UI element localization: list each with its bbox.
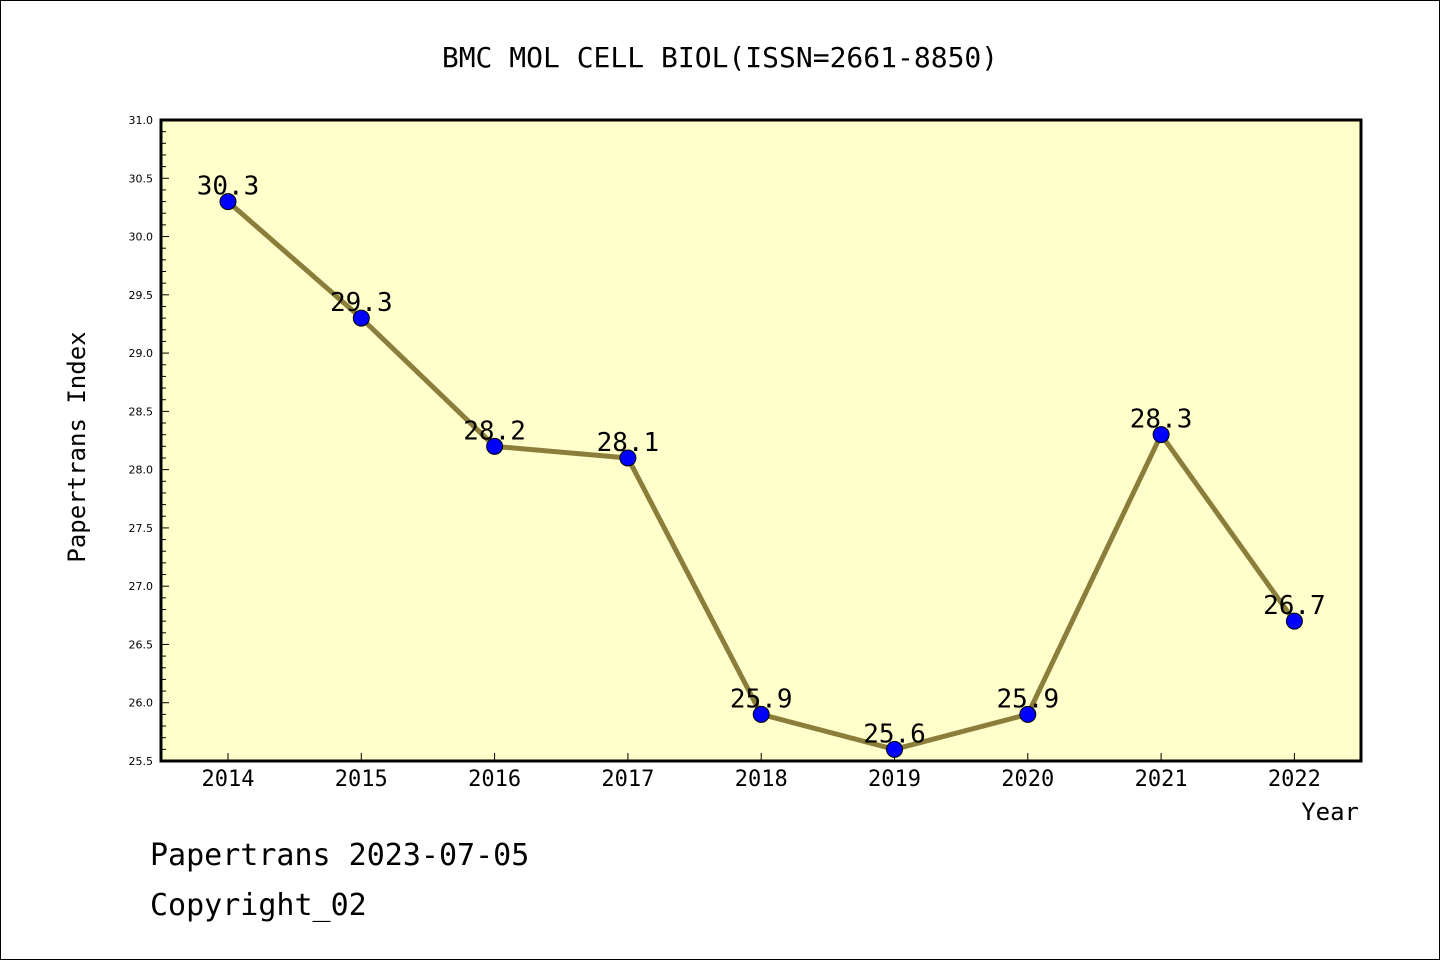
y-tick-label: 30.5 [129,172,154,185]
x-axis: 2014 2015 2016 2017 2018 2019 2020 2021 2022 [202,753,1321,792]
data-point [619,449,637,467]
y-tick-label: 28.0 [129,464,154,477]
y-tick-label: 25.5 [129,755,154,768]
x-tick-label: 2015 [335,767,388,792]
x-tick-label: 2017 [601,767,654,792]
y-axis: 25.5 26.0 26.5 27.0 27.5 28.0 28.5 29.0 29.5 30.0… [129,114,169,768]
data-point [1019,705,1037,723]
data-label: 25.9 [996,684,1059,714]
data-label: 28.2 [463,416,526,446]
x-tick-label: 2014 [202,767,255,792]
data-label: 26.7 [1263,591,1326,621]
y-axis-label: Papertrans Index [63,331,91,562]
y-tick-label: 27.0 [129,580,154,593]
data-point [1152,426,1170,444]
data-label: 28.1 [597,428,660,458]
x-tick-label: 2022 [1268,767,1321,792]
x-tick-label: 2016 [468,767,521,792]
y-tick-label: 26.0 [129,697,154,710]
data-point [1285,612,1303,630]
chart-title: BMC MOL CELL BIOL(ISSN=2661-8850) [442,41,998,74]
data-label: 30.3 [197,172,260,202]
data-label: 29.3 [330,288,393,318]
y-tick-label: 28.5 [129,405,154,418]
y-tick-label: 31.0 [129,114,154,127]
plot-area [159,118,1363,763]
data-point [352,309,370,327]
data-label: 25.6 [863,719,926,749]
x-axis-label: Year [1301,798,1359,826]
series-line-group [219,193,1303,758]
y-tick-label: 30.0 [129,231,154,244]
data-label: 28.3 [1130,405,1193,435]
y-tick-label: 29.5 [129,289,154,302]
footer-copyright: Copyright_02 [150,888,367,923]
data-point [219,193,237,211]
data-point [886,740,903,758]
data-label-group: 30.3 29.3 28.2 28.1 25.9 25.6 25.9 28.3 26.7 [197,172,1326,750]
data-point [752,705,770,723]
y-tick-label: 27.5 [129,522,154,535]
y-tick-label: 26.5 [129,638,154,651]
data-point [486,437,504,455]
x-tick-label: 2020 [1001,767,1054,792]
x-tick-label: 2021 [1135,767,1188,792]
x-tick-label: 2019 [868,767,921,792]
x-tick-label: 2018 [735,767,788,792]
data-label: 25.9 [730,684,793,714]
y-tick-label: 29.0 [129,347,154,360]
footer-date: Papertrans 2023-07-05 [150,838,529,873]
